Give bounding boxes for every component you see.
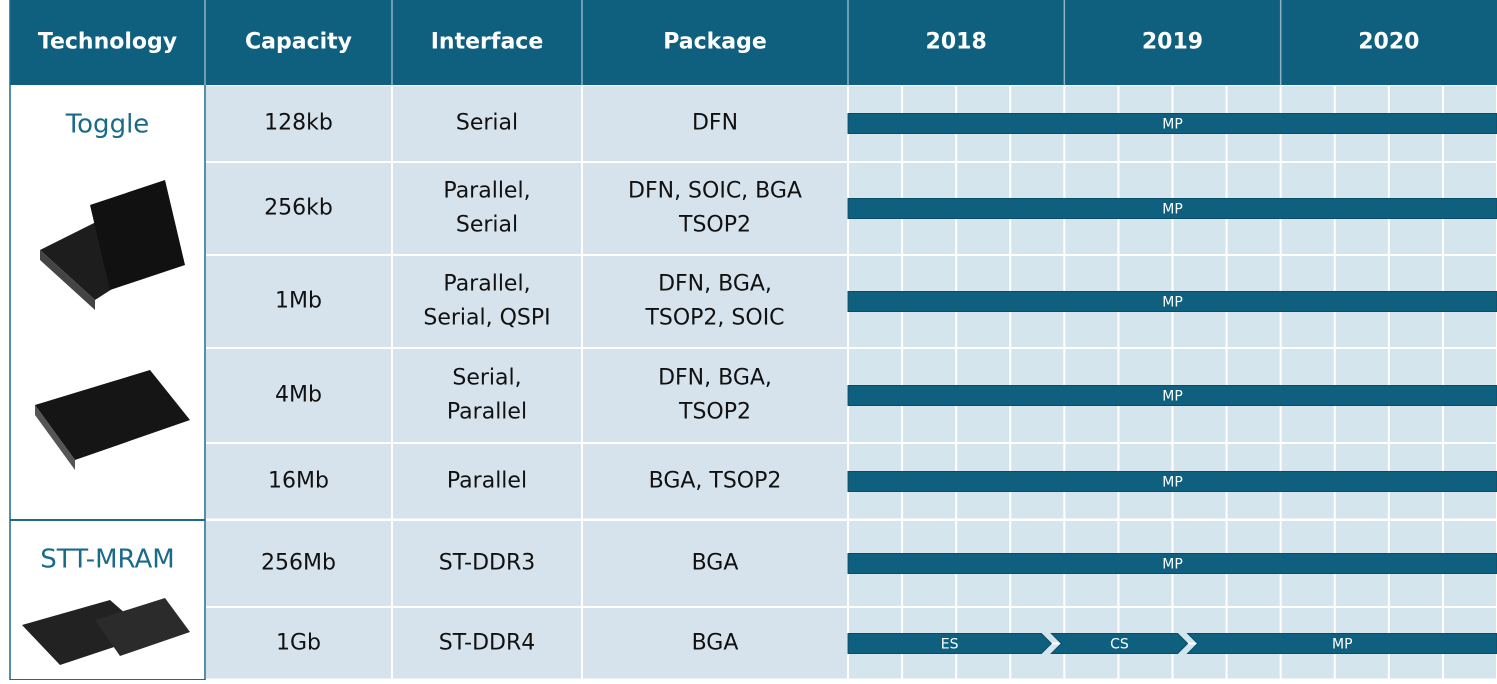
cell	[583, 163, 847, 254]
phase-bar	[847, 291, 1497, 312]
package-line: DFN, SOIC, BGA	[628, 179, 802, 204]
cell	[206, 608, 391, 679]
cell	[583, 521, 847, 606]
chip-image	[95, 598, 190, 656]
phase-bar	[847, 198, 1497, 219]
phase-bar	[847, 633, 1053, 654]
cell	[206, 521, 391, 606]
package-line: BGA, TSOP2	[649, 469, 782, 494]
package-line: TSOP2	[678, 400, 751, 425]
chip-images	[22, 180, 190, 665]
technology-name: Toggle	[65, 110, 150, 140]
phase-label: MP	[1162, 295, 1183, 311]
cell	[206, 86, 391, 161]
cell	[393, 349, 581, 442]
package-line: DFN, BGA,	[658, 272, 772, 297]
cell	[393, 86, 581, 161]
header-cell: Interface	[431, 30, 544, 55]
package-line: TSOP2	[678, 213, 751, 238]
phase-bar	[1050, 633, 1189, 654]
interface-line: Serial, QSPI	[423, 306, 550, 331]
header-cell: Package	[663, 30, 767, 55]
interface-line: Serial	[456, 213, 518, 238]
interface-line: ST-DDR3	[439, 551, 536, 576]
technology-name: STT-MRAM	[40, 545, 174, 575]
phase-label: ES	[941, 637, 959, 653]
interface-line: Parallel,	[443, 272, 530, 297]
cell	[583, 444, 847, 519]
cell	[206, 256, 391, 347]
phase-bar	[1186, 633, 1497, 654]
header-cell: Capacity	[245, 30, 352, 55]
cell	[393, 163, 581, 254]
phase-label: MP	[1162, 389, 1183, 405]
cell	[583, 86, 847, 161]
phase-bar	[847, 471, 1497, 492]
phase-label: CS	[1110, 637, 1129, 653]
cell	[206, 444, 391, 519]
phase-label: MP	[1332, 637, 1353, 653]
cell	[393, 608, 581, 679]
package-line: TSOP2, SOIC	[644, 306, 784, 331]
capacity: 4Mb	[275, 383, 322, 408]
capacity: 16Mb	[268, 469, 329, 494]
header-cell: Technology	[38, 30, 177, 55]
header-bar	[10, 0, 1497, 85]
interface-line: Parallel,	[443, 179, 530, 204]
interface-line: Parallel	[447, 469, 527, 494]
header-cell: 2019	[1142, 30, 1203, 55]
chip-image	[35, 370, 190, 460]
cell	[393, 521, 581, 606]
chip-image	[90, 180, 185, 290]
cell	[206, 163, 391, 254]
cell	[583, 349, 847, 442]
header-cell: 2018	[926, 30, 987, 55]
cell	[583, 256, 847, 347]
interface-line: Serial,	[452, 366, 521, 391]
interface-line: ST-DDR4	[439, 631, 536, 656]
cell	[206, 349, 391, 442]
phase-bar	[847, 113, 1497, 134]
capacity: 128kb	[264, 111, 333, 136]
package-line: BGA	[692, 551, 739, 576]
capacity: 1Gb	[276, 631, 321, 656]
cell	[393, 256, 581, 347]
phase-label: MP	[1162, 202, 1183, 218]
capacity: 256kb	[264, 196, 333, 221]
phase-label: MP	[1162, 475, 1183, 491]
cell	[583, 608, 847, 679]
phase-bar	[847, 385, 1497, 406]
interface-line: Serial	[456, 111, 518, 136]
phase-label: MP	[1162, 117, 1183, 133]
header-cell: 2020	[1358, 30, 1419, 55]
phase-label: MP	[1162, 557, 1183, 573]
package-line: DFN	[692, 111, 738, 136]
capacity: 1Mb	[275, 289, 322, 314]
package-line: BGA	[692, 631, 739, 656]
capacity: 256Mb	[261, 551, 336, 576]
cell	[393, 444, 581, 519]
package-line: DFN, BGA,	[658, 366, 772, 391]
interface-line: Parallel	[447, 400, 527, 425]
phase-bar	[847, 553, 1497, 574]
